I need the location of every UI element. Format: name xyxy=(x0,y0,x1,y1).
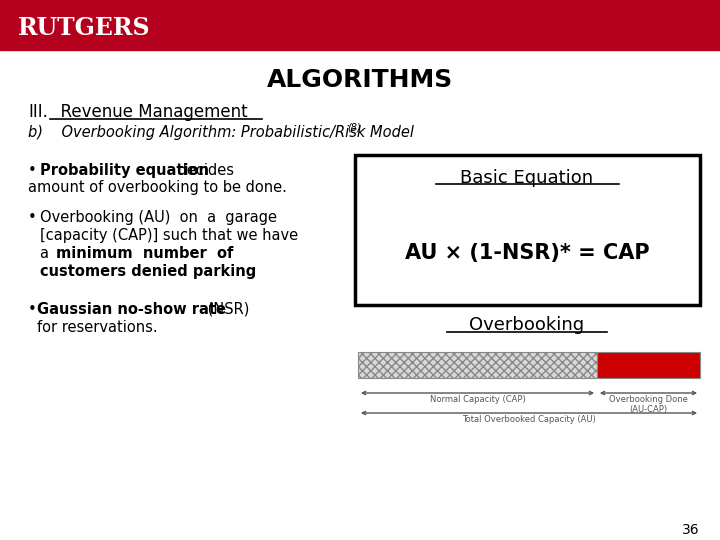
Text: •: • xyxy=(28,210,37,225)
Text: for reservations.: for reservations. xyxy=(37,320,158,335)
Bar xyxy=(597,352,700,378)
Text: Overbooking (AU)  on  a  garage: Overbooking (AU) on a garage xyxy=(40,210,277,225)
Text: Revenue Management: Revenue Management xyxy=(50,103,248,121)
Text: Overbooking Done
(AU-CAP): Overbooking Done (AU-CAP) xyxy=(609,395,688,414)
Text: b)    Overbooking Algorithm: Probabilistic/Risk Model: b) Overbooking Algorithm: Probabilistic/… xyxy=(28,125,414,140)
Text: amount of overbooking to be done.: amount of overbooking to be done. xyxy=(28,180,287,195)
Text: •: • xyxy=(28,163,37,178)
Text: minimum  number  of: minimum number of xyxy=(56,246,233,261)
Text: Total Overbooked Capacity (AU): Total Overbooked Capacity (AU) xyxy=(462,415,596,424)
Text: (8): (8) xyxy=(347,123,361,133)
Text: decides: decides xyxy=(173,163,234,178)
Bar xyxy=(358,352,597,378)
Text: III.: III. xyxy=(28,103,48,121)
Text: customers denied parking: customers denied parking xyxy=(40,264,256,279)
Text: RUTGERS: RUTGERS xyxy=(18,16,150,40)
Text: •: • xyxy=(28,302,37,317)
Text: a: a xyxy=(40,246,53,261)
Text: Gaussian no-show rate: Gaussian no-show rate xyxy=(37,302,226,317)
Text: [capacity (CAP)] such that we have: [capacity (CAP)] such that we have xyxy=(40,228,298,243)
Text: Probability equation: Probability equation xyxy=(40,163,209,178)
Text: ALGORITHMS: ALGORITHMS xyxy=(267,68,453,92)
Bar xyxy=(0,0,720,50)
Text: 36: 36 xyxy=(683,523,700,537)
Text: Overbooking: Overbooking xyxy=(469,316,585,334)
Bar xyxy=(355,155,700,305)
Text: Normal Capacity (CAP): Normal Capacity (CAP) xyxy=(430,395,526,404)
Text: .: . xyxy=(213,264,217,279)
Text: (NSR): (NSR) xyxy=(203,302,249,317)
Text: AU × (1-NSR)* = CAP: AU × (1-NSR)* = CAP xyxy=(405,243,649,263)
Text: Basic Equation: Basic Equation xyxy=(460,169,593,187)
